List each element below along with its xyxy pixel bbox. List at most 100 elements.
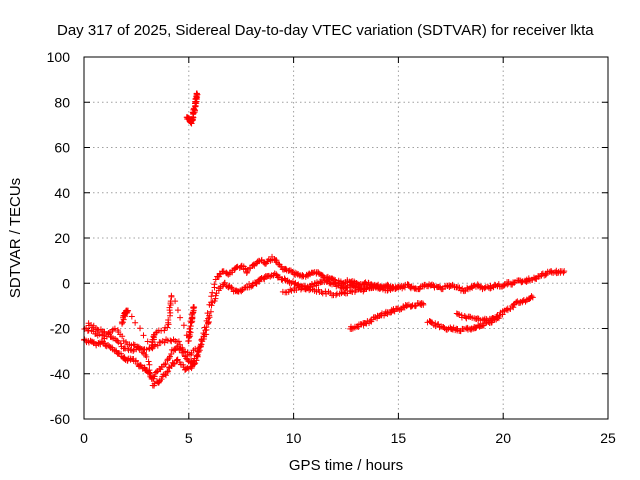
data-point: [174, 307, 181, 314]
data-point: [130, 341, 137, 348]
data-point: [348, 278, 355, 285]
data-point: [330, 276, 337, 283]
data-point: [154, 342, 161, 349]
data-point: [108, 334, 115, 341]
data-point: [105, 330, 112, 337]
data-point: [186, 325, 193, 332]
data-point: [194, 91, 201, 98]
data-point: [189, 312, 196, 319]
data-point: [162, 360, 169, 367]
data-point: [177, 341, 184, 348]
y-axis-label: SDTVAR / TECUs: [7, 178, 24, 298]
data-point: [295, 271, 302, 278]
data-point: [454, 310, 461, 317]
data-point: [125, 345, 132, 352]
series-neg-track-2: [424, 293, 536, 335]
data-point: [228, 284, 235, 291]
data-point: [162, 372, 169, 379]
x-tick-label: 0: [80, 430, 88, 446]
y-tick-label: 40: [54, 185, 70, 201]
data-point: [395, 284, 402, 291]
data-point: [132, 319, 139, 326]
data-point: [310, 269, 317, 276]
data-point: [297, 286, 304, 293]
data-point: [371, 281, 378, 288]
data-point: [168, 350, 175, 357]
data-point: [339, 289, 346, 296]
data-point: [203, 324, 210, 331]
data-point: [357, 284, 364, 291]
data-point: [288, 287, 295, 294]
data-point: [117, 340, 124, 347]
x-tick-label: 5: [185, 430, 193, 446]
data-point: [90, 322, 97, 329]
data-point: [164, 324, 171, 331]
chart-title: Day 317 of 2025, Sidereal Day-to-day VTE…: [57, 22, 594, 39]
series-main-track: [80, 267, 568, 382]
data-point: [140, 332, 147, 339]
data-point: [114, 337, 121, 344]
y-tick-label: 20: [54, 230, 70, 246]
series-mid-loop: [279, 284, 382, 299]
data-point: [193, 90, 200, 97]
y-tick-label: -60: [50, 411, 70, 427]
data-point: [529, 294, 536, 301]
data-point: [183, 355, 190, 362]
data-point: [560, 269, 567, 276]
data-point: [177, 314, 184, 321]
data-point: [161, 339, 168, 346]
y-tick-label: 100: [47, 49, 71, 65]
data-point: [119, 333, 126, 340]
series-neg-track-1: [347, 299, 427, 332]
series-spike-band: [118, 292, 198, 351]
data-point: [375, 285, 382, 292]
data-point: [172, 298, 179, 305]
data-point: [161, 327, 168, 334]
data-point: [410, 284, 417, 291]
data-point: [180, 322, 187, 329]
data-point: [306, 287, 313, 294]
data-point: [343, 284, 350, 291]
data-point: [165, 317, 172, 324]
data-point: [148, 375, 155, 382]
data-point: [125, 307, 132, 314]
x-tick-label: 10: [286, 430, 302, 446]
data-point: [165, 368, 172, 375]
data-point: [171, 360, 178, 367]
data-point: [145, 358, 152, 365]
data-point: [137, 325, 144, 332]
y-tick-label: 0: [62, 275, 70, 291]
data-point: [167, 337, 174, 344]
data-point: [206, 314, 213, 321]
data-point: [472, 325, 479, 332]
data-point: [147, 372, 154, 379]
data-point: [146, 367, 153, 374]
data-point: [420, 301, 427, 308]
data-point: [456, 285, 463, 292]
data-point: [168, 292, 175, 299]
data-point: [347, 288, 354, 295]
data-point: [143, 346, 150, 353]
x-tick-label: 20: [495, 430, 511, 446]
y-tick-label: -20: [50, 321, 70, 337]
series-lower-band: [85, 314, 213, 389]
data-point: [130, 347, 137, 354]
data-point: [191, 106, 198, 113]
data-point: [190, 358, 197, 365]
data-point: [137, 361, 144, 368]
data-point: [493, 316, 500, 323]
data-point: [175, 338, 182, 345]
y-tick-labels: -60 -40 -20 0 20 40 60 80 100: [47, 49, 71, 427]
data-point: [211, 281, 218, 288]
y-tick-label: 80: [54, 94, 70, 110]
y-tick-label: 60: [54, 140, 70, 156]
data-point: [115, 339, 122, 346]
data-point: [221, 279, 228, 286]
data-point: [128, 313, 135, 320]
data-point: [204, 319, 211, 326]
data-point: [495, 315, 502, 322]
data-point: [193, 352, 200, 359]
x-tick-label: 15: [391, 430, 407, 446]
y-tick-label: -40: [50, 366, 70, 382]
data-point: [167, 309, 174, 316]
